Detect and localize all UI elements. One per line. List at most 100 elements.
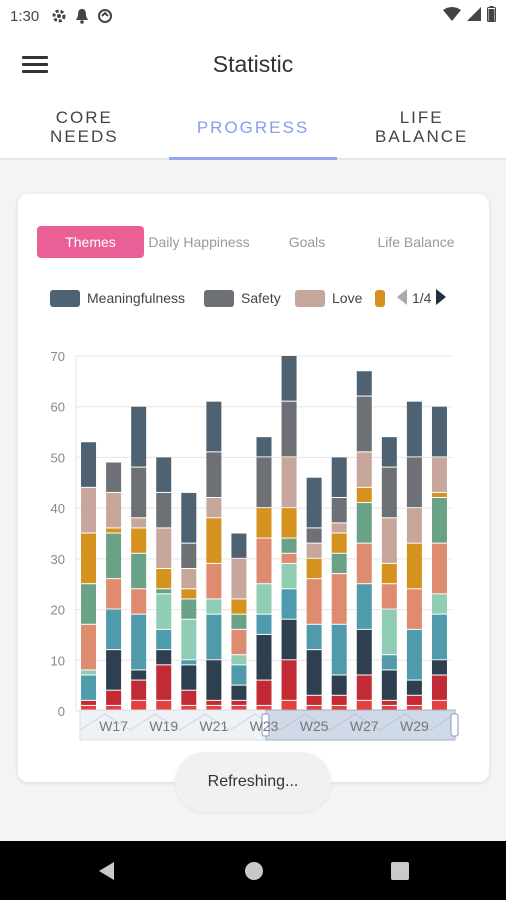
back-icon[interactable] xyxy=(96,860,118,882)
bar-segment xyxy=(181,543,197,568)
y-tick-label: 20 xyxy=(51,603,65,618)
bar-segment xyxy=(181,690,197,705)
sync-icon xyxy=(97,8,113,24)
bar-segment xyxy=(131,614,147,670)
bar-segment xyxy=(156,457,172,492)
bar-segment xyxy=(381,563,397,584)
bar-segment xyxy=(331,533,347,553)
bar-segment xyxy=(381,670,397,700)
bar-segment xyxy=(256,457,272,508)
bar-segment xyxy=(356,371,372,396)
filter-goals[interactable]: Goals xyxy=(288,234,326,250)
bar-segment xyxy=(406,695,422,705)
bar-segment xyxy=(81,584,97,624)
bar-segment xyxy=(431,594,447,614)
filter-daily-happiness[interactable]: Daily Happiness xyxy=(148,234,250,250)
legend-pager: 1/4 xyxy=(396,287,447,309)
x-tick-label: W25 xyxy=(300,718,329,734)
bar-segment xyxy=(206,452,222,497)
bar-segment xyxy=(206,705,222,710)
bar-segment xyxy=(431,406,447,457)
hamburger-menu-icon[interactable] xyxy=(20,52,50,78)
bar-segment xyxy=(281,457,297,508)
legend-swatch-partial xyxy=(375,290,385,307)
x-tick-label: W29 xyxy=(400,718,429,734)
bar-segment xyxy=(131,680,147,700)
navigation-bar xyxy=(0,841,506,900)
bar-segment xyxy=(156,528,172,568)
bar-segment xyxy=(156,569,172,589)
legend-label: Love xyxy=(332,290,363,306)
bar-segment xyxy=(81,670,97,675)
y-tick-label: 30 xyxy=(51,552,65,567)
filter-themes[interactable]: Themes xyxy=(37,226,144,258)
bar-segment xyxy=(406,508,422,543)
bar-segment xyxy=(156,700,172,710)
bar-segment xyxy=(256,538,272,584)
bar-segment xyxy=(206,563,222,599)
y-tick-label: 0 xyxy=(58,704,65,719)
bar-segment xyxy=(306,558,322,579)
bar-segment xyxy=(406,401,422,457)
bar-segment xyxy=(381,584,397,609)
bar-segment xyxy=(181,569,197,589)
bar-segment xyxy=(131,467,147,518)
wifi-icon xyxy=(443,7,461,25)
legend-label: Safety xyxy=(241,290,281,306)
bar-segment xyxy=(81,624,97,670)
tab-bar: CORE NEEDS PROGRESS LIFE BALANCE xyxy=(0,98,506,160)
legend-item-meaningfulness[interactable]: Meaningfulness xyxy=(50,287,185,309)
bar-segment xyxy=(131,518,147,528)
bar-segment xyxy=(281,553,297,563)
bar-segment xyxy=(381,609,397,655)
bar-segment xyxy=(156,665,172,700)
bar-segment xyxy=(181,589,197,599)
x-tick-label: W19 xyxy=(149,718,178,734)
y-tick-label: 70 xyxy=(51,349,65,364)
range-handle-left xyxy=(261,713,270,737)
bar-segment xyxy=(206,518,222,563)
legend-item-safety[interactable]: Safety xyxy=(204,287,281,309)
chart-legend: Meaningfulness Safety Love 1/4 xyxy=(48,287,468,309)
legend-swatch xyxy=(295,289,325,307)
bar-segment xyxy=(156,492,172,528)
bar-segment xyxy=(281,660,297,700)
x-tick-label: W21 xyxy=(199,718,228,734)
status-time: 1:30 xyxy=(10,7,40,25)
bar-segment xyxy=(231,705,247,710)
legend-item-love[interactable]: Love xyxy=(295,287,362,309)
bar-segment xyxy=(356,700,372,710)
home-icon[interactable] xyxy=(243,860,265,882)
bar-segment xyxy=(406,457,422,508)
tab-life-balance[interactable]: LIFE BALANCE xyxy=(374,108,469,146)
bar-segment xyxy=(331,457,347,497)
filter-life-balance[interactable]: Life Balance xyxy=(377,234,455,250)
bar-segment xyxy=(306,528,322,543)
tab-core-needs[interactable]: CORE NEEDS xyxy=(50,108,119,146)
bar-segment xyxy=(331,705,347,710)
bar-segment xyxy=(281,538,297,553)
bar-segment xyxy=(381,705,397,710)
bar-segment xyxy=(156,594,172,629)
y-tick-label: 60 xyxy=(51,400,65,415)
bar-segment xyxy=(431,675,447,700)
tab-progress[interactable]: PROGRESS xyxy=(168,98,338,160)
bar-segment xyxy=(306,579,322,624)
bar-segment xyxy=(206,700,222,705)
x-tick-label: W17 xyxy=(99,718,128,734)
bar-segment xyxy=(406,589,422,629)
bar-segment xyxy=(206,599,222,614)
recents-icon[interactable] xyxy=(389,860,411,882)
y-tick-label: 10 xyxy=(51,653,65,668)
bar-segment xyxy=(231,614,247,629)
bar-segment xyxy=(331,553,347,574)
bar-segment xyxy=(131,589,147,614)
bar-segment xyxy=(431,660,447,675)
bar-segment xyxy=(356,543,372,584)
bar-segment xyxy=(81,700,97,705)
chevron-left-icon[interactable] xyxy=(396,288,408,308)
chevron-right-icon[interactable] xyxy=(435,288,447,308)
bar-segment xyxy=(206,660,222,700)
bar-segment xyxy=(356,396,372,452)
bar-segment xyxy=(431,700,447,710)
